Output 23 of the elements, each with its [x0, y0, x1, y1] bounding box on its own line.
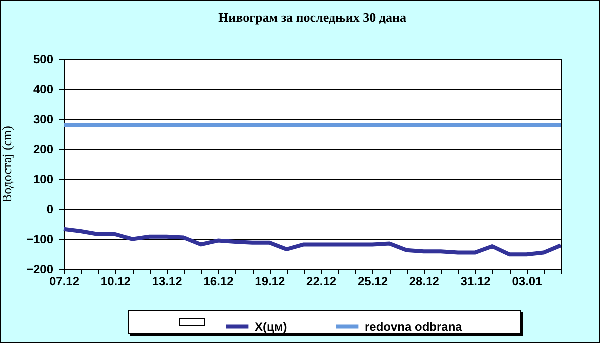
x-tick-label: 19.12	[255, 274, 286, 288]
legend-label: X(цм)	[255, 320, 288, 334]
x-tick-label: 25.12	[358, 274, 388, 288]
y-tick-label: 100	[33, 172, 54, 186]
x-tick-label: 07.12	[49, 274, 80, 288]
x-tick-label: 13.12	[152, 274, 183, 288]
y-tick-label: −100	[26, 232, 54, 246]
y-axis-title: Водостај (cm)	[0, 126, 14, 204]
y-tick-label: 500	[33, 52, 54, 66]
y-tick-label: 0	[46, 202, 54, 216]
legend-label: redovna odbrana	[365, 320, 463, 334]
y-tick-label: −200	[26, 262, 54, 276]
x-tick-label: 16.12	[204, 274, 234, 288]
line-series	[62, 227, 563, 257]
chart-title: Нивограм за последњих 30 дана	[218, 10, 407, 25]
x-tick-label: 03.01	[512, 274, 543, 288]
y-tick-label: 200	[33, 142, 54, 156]
x-tick-label: 28.12	[409, 274, 440, 288]
y-tick-label: 400	[33, 82, 54, 96]
x-tick-label: 10.12	[100, 274, 132, 288]
x-tick-label: 22.12	[306, 274, 337, 288]
y-tick-label: 300	[33, 112, 54, 126]
x-tick-label: 31.12	[460, 274, 492, 288]
